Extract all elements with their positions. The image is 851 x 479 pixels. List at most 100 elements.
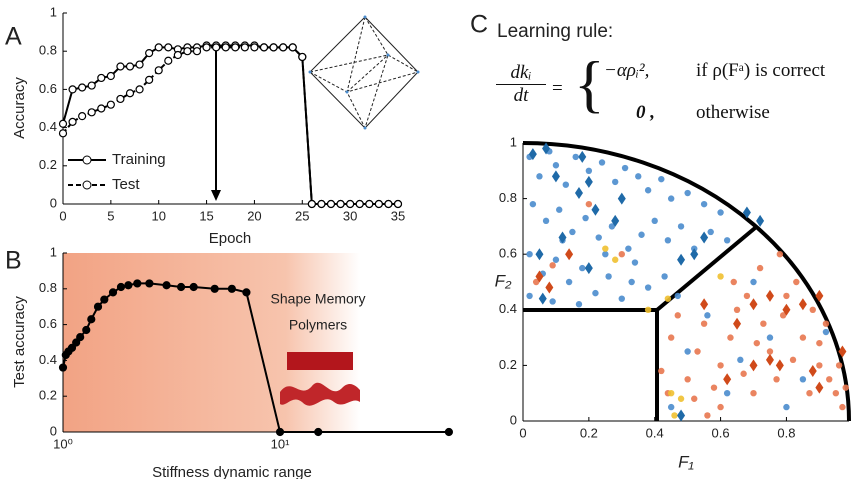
point (684, 189, 691, 197)
point (58, 129, 68, 138)
point (87, 315, 96, 324)
diamond-point (584, 175, 593, 188)
point (125, 89, 135, 98)
point (773, 376, 780, 383)
y-tick-label: 0 (50, 423, 57, 438)
point (621, 164, 629, 172)
panel-label: B (5, 247, 22, 275)
point (691, 395, 698, 402)
point (346, 199, 355, 209)
point (125, 62, 135, 71)
x-tick-label: 0.8 (777, 425, 795, 440)
point (667, 390, 675, 397)
point (671, 412, 678, 419)
point (766, 348, 774, 355)
diamond-point (578, 150, 587, 163)
point (250, 43, 259, 52)
point (644, 284, 652, 291)
point (776, 251, 784, 258)
diamond-point (756, 214, 765, 227)
diamond-point (742, 206, 751, 219)
point (592, 289, 599, 297)
y-tick-label: 0.4 (39, 352, 57, 367)
point (717, 209, 724, 216)
case-condition: otherwise (696, 102, 770, 123)
diamond-point (808, 364, 817, 377)
point (154, 66, 163, 75)
diamond-point (591, 203, 600, 216)
x-tick-label: 0.4 (646, 425, 664, 440)
point (809, 306, 816, 313)
point (816, 362, 823, 369)
point (730, 278, 737, 286)
y-tick-label: 1 (50, 4, 57, 19)
point (582, 214, 589, 222)
point (750, 278, 757, 286)
y-axis-label: F₂ (495, 271, 512, 290)
point (76, 333, 85, 342)
panel-label: C (470, 11, 488, 39)
y-tick-label: 0.2 (39, 388, 57, 403)
point (145, 279, 154, 288)
point (575, 301, 583, 308)
diamond-point (690, 248, 699, 261)
y-tick-label: 0 (50, 195, 57, 210)
point (793, 278, 800, 286)
point (667, 195, 675, 202)
point (93, 302, 103, 311)
point (842, 384, 849, 391)
point (799, 334, 807, 341)
point (612, 256, 619, 263)
equals: = (552, 78, 563, 99)
x-axis-label: F₁ (678, 452, 694, 471)
point (704, 412, 711, 419)
y-tick-label: 0.8 (39, 280, 57, 295)
point (542, 217, 550, 225)
point (723, 390, 731, 397)
point (68, 117, 77, 126)
y-tick-label: 0.2 (39, 157, 57, 172)
point (365, 199, 374, 209)
point (549, 298, 556, 305)
point (384, 199, 393, 209)
point (68, 85, 77, 94)
point (176, 282, 186, 292)
point (608, 223, 616, 230)
point (677, 223, 685, 230)
point (750, 390, 757, 397)
point (743, 292, 751, 300)
point (82, 325, 91, 335)
point (314, 427, 323, 437)
point (162, 281, 171, 290)
point (717, 273, 724, 280)
point (240, 43, 249, 52)
point (72, 338, 81, 347)
point (826, 376, 833, 383)
diamond-point (677, 409, 686, 422)
point (393, 199, 403, 209)
x-tick-label: 20 (247, 208, 261, 223)
point (444, 427, 454, 437)
point (835, 362, 843, 369)
point (700, 320, 708, 327)
point (661, 273, 668, 280)
point (526, 292, 533, 300)
point (58, 363, 68, 372)
point (124, 281, 133, 290)
y-tick-label: 0.2 (499, 357, 517, 372)
point (658, 175, 665, 183)
point (227, 284, 236, 293)
equation-fraction: dkᵢ dt (496, 62, 546, 107)
y-axis-label: Test accuracy (11, 296, 28, 388)
point (116, 94, 125, 104)
point (704, 312, 711, 319)
x-tick-label: 35 (391, 208, 405, 223)
diamond-point (542, 142, 551, 155)
point (694, 348, 701, 355)
point (288, 43, 297, 52)
point (532, 278, 540, 286)
legend-marker (82, 155, 92, 165)
diamond-point (838, 345, 847, 358)
